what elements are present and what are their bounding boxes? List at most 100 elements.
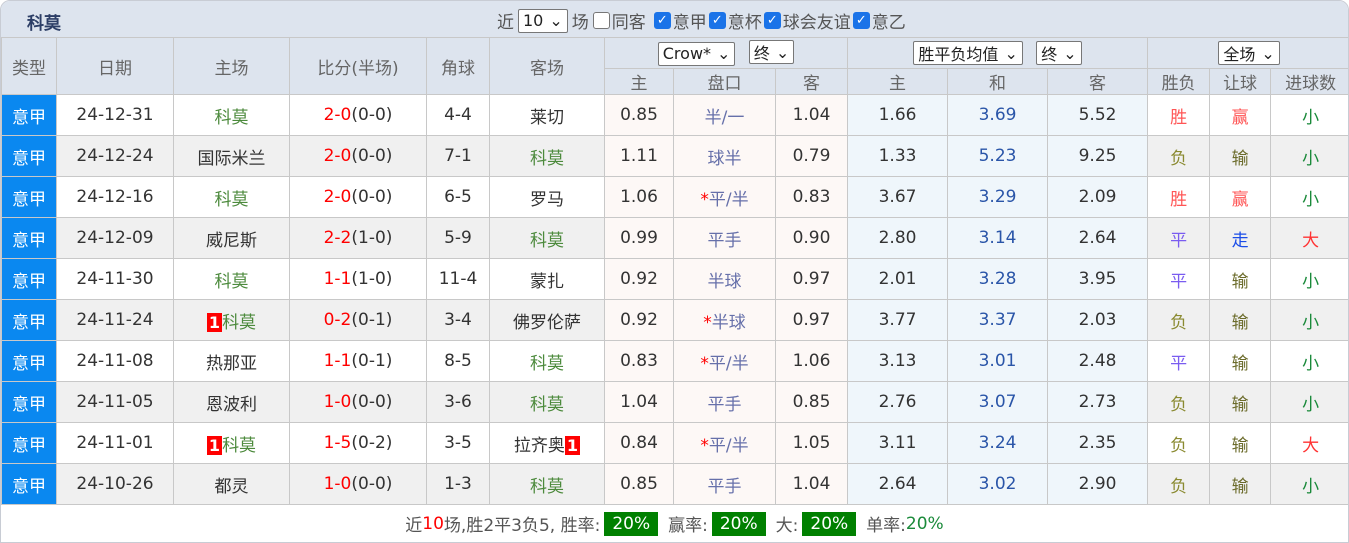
home-team[interactable]: 科莫 bbox=[222, 436, 256, 456]
table-row: 意甲 24-12-24 国际米兰 2-0(0-0) 7-1 科莫 1.11 球半… bbox=[2, 136, 1349, 177]
euro-draw-odds: 3.14 bbox=[948, 218, 1048, 259]
league-type[interactable]: 意甲 bbox=[2, 423, 57, 464]
red-card-icon: 1 bbox=[207, 313, 222, 332]
checkbox-1[interactable]: ✓ bbox=[654, 12, 671, 29]
euro-home-odds: 2.01 bbox=[848, 259, 948, 300]
win-loss: 胜 bbox=[1148, 177, 1210, 218]
win-loss: 负 bbox=[1148, 423, 1210, 464]
score-cell[interactable]: 1-0(0-0) bbox=[290, 464, 427, 505]
home-team[interactable]: 科莫 bbox=[215, 272, 249, 292]
euro-home-odds: 1.33 bbox=[848, 136, 948, 177]
match-date: 24-12-31 bbox=[57, 95, 174, 136]
col-corner: 角球 bbox=[427, 38, 490, 95]
scope-value: 全场 bbox=[1223, 41, 1255, 65]
home-team[interactable]: 热那亚 bbox=[206, 354, 257, 374]
corners: 7-1 bbox=[427, 136, 490, 177]
home-team[interactable]: 恩波利 bbox=[206, 395, 257, 415]
score-cell[interactable]: 1-1(1-0) bbox=[290, 259, 427, 300]
away-team[interactable]: 科莫 bbox=[530, 477, 564, 497]
checkbox-label: 同客 bbox=[612, 8, 646, 33]
half-score: (0-1) bbox=[351, 310, 392, 330]
goals-result: 小 bbox=[1271, 382, 1349, 423]
checkbox-3[interactable]: ✓ bbox=[764, 12, 781, 29]
chevron-down-icon: ⌄ bbox=[549, 11, 562, 30]
away-team[interactable]: 拉齐奥 bbox=[514, 436, 565, 456]
league-type[interactable]: 意甲 bbox=[2, 136, 57, 177]
league-type[interactable]: 意甲 bbox=[2, 218, 57, 259]
full-score: 1-0 bbox=[324, 474, 352, 494]
asian-stage-select[interactable]: 终⌄ bbox=[749, 40, 794, 64]
win-loss: 负 bbox=[1148, 382, 1210, 423]
score-cell[interactable]: 2-0(0-0) bbox=[290, 136, 427, 177]
league-type[interactable]: 意甲 bbox=[2, 464, 57, 505]
red-card-icon: 1 bbox=[207, 436, 222, 455]
home-team[interactable]: 国际米兰 bbox=[198, 149, 266, 169]
away-team[interactable]: 科莫 bbox=[530, 395, 564, 415]
away-team[interactable]: 罗马 bbox=[530, 190, 564, 210]
handicap-result: 赢 bbox=[1210, 177, 1271, 218]
league-type[interactable]: 意甲 bbox=[2, 177, 57, 218]
away-team[interactable]: 莱切 bbox=[530, 108, 564, 128]
match-count-select[interactable]: 10⌄ bbox=[518, 9, 568, 33]
checkbox-0[interactable] bbox=[593, 12, 610, 29]
league-type[interactable]: 意甲 bbox=[2, 382, 57, 423]
league-type[interactable]: 意甲 bbox=[2, 300, 57, 341]
match-date: 24-12-16 bbox=[57, 177, 174, 218]
score-cell[interactable]: 1-5(0-2) bbox=[290, 423, 427, 464]
home-team[interactable]: 威尼斯 bbox=[206, 231, 257, 251]
half-score: (0-0) bbox=[351, 146, 392, 166]
table-row: 意甲 24-12-16 科莫 2-0(0-0) 6-5 罗马 1.06 *平/半… bbox=[2, 177, 1349, 218]
win-loss: 平 bbox=[1148, 341, 1210, 382]
win-loss: 负 bbox=[1148, 136, 1210, 177]
league-type[interactable]: 意甲 bbox=[2, 341, 57, 382]
score-cell[interactable]: 2-0(0-0) bbox=[290, 177, 427, 218]
asian-company-select[interactable]: Crow*⌄ bbox=[658, 42, 736, 66]
star-mark: * bbox=[703, 313, 712, 333]
filters: 近 10⌄ 场 同客✓意甲✓意杯✓球会友谊✓意乙 bbox=[497, 8, 906, 33]
home-team[interactable]: 都灵 bbox=[215, 477, 249, 497]
asian-odds-header: Crow*⌄ 终⌄ bbox=[605, 38, 848, 69]
checkbox-2[interactable]: ✓ bbox=[709, 12, 726, 29]
euro-away-odds: 3.95 bbox=[1048, 259, 1148, 300]
handicap-result: 输 bbox=[1210, 300, 1271, 341]
away-team[interactable]: 佛罗伦萨 bbox=[513, 313, 581, 333]
table-row: 意甲 24-12-31 科莫 2-0(0-0) 4-4 莱切 0.85 半/一 … bbox=[2, 95, 1349, 136]
home-cell: 科莫 bbox=[174, 95, 290, 136]
home-team[interactable]: 科莫 bbox=[215, 190, 249, 210]
title-bar: 科莫 近 10⌄ 场 同客✓意甲✓意杯✓球会友谊✓意乙 bbox=[1, 1, 1348, 37]
euro-away-odds: 5.52 bbox=[1048, 95, 1148, 136]
asian-away-odds: 0.90 bbox=[776, 218, 848, 259]
league-type[interactable]: 意甲 bbox=[2, 95, 57, 136]
score-cell[interactable]: 2-0(0-0) bbox=[290, 95, 427, 136]
euro-away-odds: 2.03 bbox=[1048, 300, 1148, 341]
full-score: 1-1 bbox=[324, 269, 352, 289]
away-team[interactable]: 科莫 bbox=[530, 149, 564, 169]
away-team[interactable]: 科莫 bbox=[530, 231, 564, 251]
euro-stage-select[interactable]: 终⌄ bbox=[1036, 41, 1081, 65]
scope-select[interactable]: 全场⌄ bbox=[1218, 41, 1279, 65]
home-team[interactable]: 科莫 bbox=[222, 313, 256, 333]
cover-rate-badge: 20% bbox=[712, 512, 766, 536]
goals-result: 小 bbox=[1271, 341, 1349, 382]
euro-kind-select[interactable]: 胜平负均值⌄ bbox=[913, 41, 1022, 65]
euro-draw-odds: 3.37 bbox=[948, 300, 1048, 341]
handicap-result: 走 bbox=[1210, 218, 1271, 259]
home-team[interactable]: 科莫 bbox=[215, 108, 249, 128]
asian-line: 半/一 bbox=[705, 108, 745, 128]
goals-result: 小 bbox=[1271, 95, 1349, 136]
score-cell[interactable]: 0-2(0-1) bbox=[290, 300, 427, 341]
score-cell[interactable]: 2-2(1-0) bbox=[290, 218, 427, 259]
score-cell[interactable]: 1-0(0-0) bbox=[290, 382, 427, 423]
asian-line: 球半 bbox=[708, 149, 742, 169]
league-type[interactable]: 意甲 bbox=[2, 259, 57, 300]
table-row: 意甲 24-11-05 恩波利 1-0(0-0) 3-6 科莫 1.04 平手 … bbox=[2, 382, 1349, 423]
score-cell[interactable]: 1-1(0-1) bbox=[290, 341, 427, 382]
away-team[interactable]: 蒙扎 bbox=[530, 272, 564, 292]
away-team[interactable]: 科莫 bbox=[530, 354, 564, 374]
asian-away-odds: 0.85 bbox=[776, 382, 848, 423]
checkbox-4[interactable]: ✓ bbox=[853, 12, 870, 29]
match-date: 24-10-26 bbox=[57, 464, 174, 505]
result-header: 全场⌄ bbox=[1148, 38, 1349, 69]
